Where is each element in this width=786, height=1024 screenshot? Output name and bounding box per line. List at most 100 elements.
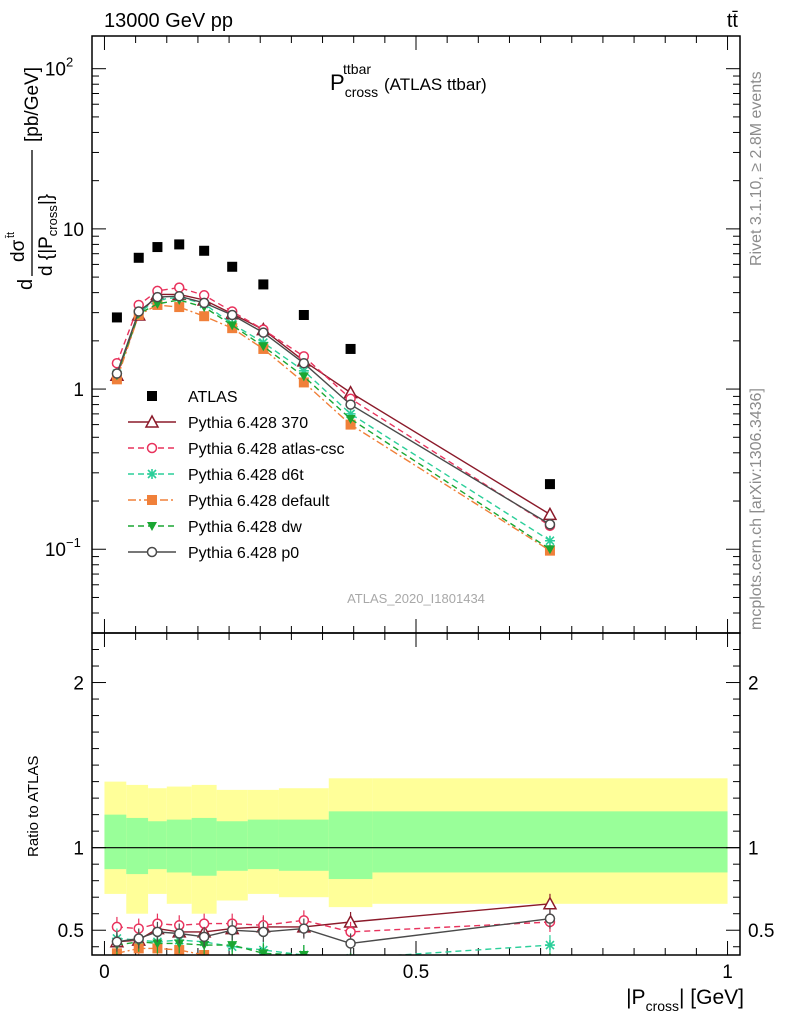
ratio-y-tick-label-right: 2 <box>748 674 759 695</box>
main-data-point <box>298 357 310 369</box>
main-data-point <box>298 377 309 388</box>
main-data-point <box>198 297 210 309</box>
main-data-point <box>133 252 144 263</box>
ratio-y-tick-label: 0.5 <box>58 921 84 942</box>
ylabel-numerator: dσ <box>8 239 29 262</box>
ratio-data-point <box>198 918 210 929</box>
ylabel-unit: [pb/GeV] <box>22 67 43 142</box>
main-y-tick-label: 10 <box>45 60 66 81</box>
ratio-band-green <box>372 811 728 873</box>
main-data-point <box>298 309 309 320</box>
legend-label: Pythia 6.428 d6t <box>188 467 304 484</box>
main-series-1 <box>109 286 558 521</box>
legend-marker <box>146 546 158 558</box>
main-series-3 <box>111 292 555 546</box>
main-y-axis-label: d dσ t̄t d {|Pcross|} [pb/GeV] <box>5 67 60 290</box>
main-data-point <box>345 408 356 419</box>
main-data-point <box>345 419 356 430</box>
ylabel-numerator-sup: t̄t <box>5 232 17 239</box>
main-data-point <box>345 399 356 410</box>
ratio-data-point <box>544 913 556 924</box>
main-y-tick-exponent: −1 <box>66 535 81 550</box>
analysis-watermark: ATLAS_2020_I1801434 <box>347 591 485 606</box>
ratio-series-layer <box>109 893 558 968</box>
ratio-data-point <box>299 958 309 968</box>
plot-title: Pcross <box>330 70 378 100</box>
legend-label: Pythia 6.428 atlas-csc <box>188 441 345 458</box>
ratio-y-tick-label: 1 <box>73 839 84 860</box>
ratio-data-point <box>226 924 238 936</box>
main-data-point <box>111 312 122 323</box>
ratio-band-green <box>126 817 149 875</box>
main-series-0 <box>111 239 555 490</box>
ylabel-denominator: d {|Pcross|} <box>36 194 60 276</box>
legend-entry: Pythia 6.428 d6t <box>128 467 304 484</box>
ratio-data-point <box>298 923 310 934</box>
rivet-version-label: Rivet 3.1.10, ≥ 2.8M events <box>748 71 765 266</box>
ratio-band-green <box>104 814 127 870</box>
header-process: 13000 GeV pp <box>104 10 233 32</box>
main-data-point <box>258 279 269 290</box>
ylabel-den-end: |} <box>36 194 57 205</box>
main-y-tick-label: 1 <box>73 380 84 401</box>
ratio-data-point <box>111 936 123 948</box>
main-series-line <box>116 296 551 542</box>
main-data-point <box>544 545 555 555</box>
x-tick-label: 0 <box>99 962 110 983</box>
ratio-series-5 <box>111 908 556 954</box>
ratio-band-green <box>328 811 373 880</box>
main-data-point <box>173 290 185 302</box>
main-y-tick-label: 10 <box>63 220 84 241</box>
ratio-data-point <box>227 958 237 968</box>
x-tick-label: 1 <box>722 962 733 983</box>
main-y-tick-exponent: 2 <box>66 55 73 70</box>
legend-marker <box>144 414 160 428</box>
legend-entry: Pythia 6.428 default <box>128 493 330 510</box>
main-series-line <box>116 293 551 515</box>
main-series-line <box>116 286 551 527</box>
main-data-point <box>345 415 356 425</box>
ratio-data-point <box>345 938 356 949</box>
ratio-series-line <box>116 919 551 933</box>
legend-entry: ATLAS <box>147 389 238 406</box>
ratio-panel: 0.5 0.5 1 1 2 2 0 0.5 1 Ratio to ATLAS |Pcross| … <box>25 632 774 1014</box>
main-data-point <box>227 261 238 272</box>
ratio-data-point <box>544 940 555 951</box>
ratio-series-line <box>116 903 551 943</box>
ratio-band-green <box>247 819 279 870</box>
ratio-data-point <box>173 928 185 939</box>
ratio-band-green <box>216 821 248 871</box>
main-series-2 <box>111 282 556 532</box>
ylabel-den-pre: d {|P <box>36 236 57 276</box>
ratio-data-point <box>258 949 269 955</box>
x-tick-label: 0.5 <box>403 962 429 983</box>
main-series-5 <box>111 295 555 555</box>
main-y-tick-label: 10 <box>45 540 66 561</box>
main-data-point <box>152 299 163 309</box>
ratio-data-point <box>227 941 238 951</box>
legend-entry: Pythia 6.428 dw <box>128 519 302 536</box>
legend-marker <box>147 522 157 531</box>
ratio-data-point <box>152 939 163 949</box>
plot-title-main: P <box>330 70 345 95</box>
main-data-point <box>199 245 210 256</box>
ratio-band-green <box>278 819 329 871</box>
legend-marker <box>147 469 157 479</box>
plot-title-sup: ttbar <box>343 61 371 77</box>
ratio-data-point <box>258 926 269 938</box>
main-data-point <box>544 519 556 530</box>
main-series-line <box>116 295 551 526</box>
legend-label: Pythia 6.428 dw <box>188 519 302 536</box>
legend: ATLAS Pythia 6.428 370 Pythia 6.428 atlas-… <box>128 389 345 562</box>
legend-entry: Pythia 6.428 atlas-csc <box>128 441 345 458</box>
main-data-point <box>174 239 185 250</box>
main-series-line <box>116 299 551 550</box>
ratio-uncertainty-bands <box>92 778 740 914</box>
xlabel-sub: cross <box>646 998 679 1014</box>
main-data-point <box>544 535 555 546</box>
xlabel-pre: |P <box>626 986 645 1009</box>
legend-entry: Pythia 6.428 p0 <box>128 545 299 562</box>
ratio-series-line <box>116 941 308 955</box>
